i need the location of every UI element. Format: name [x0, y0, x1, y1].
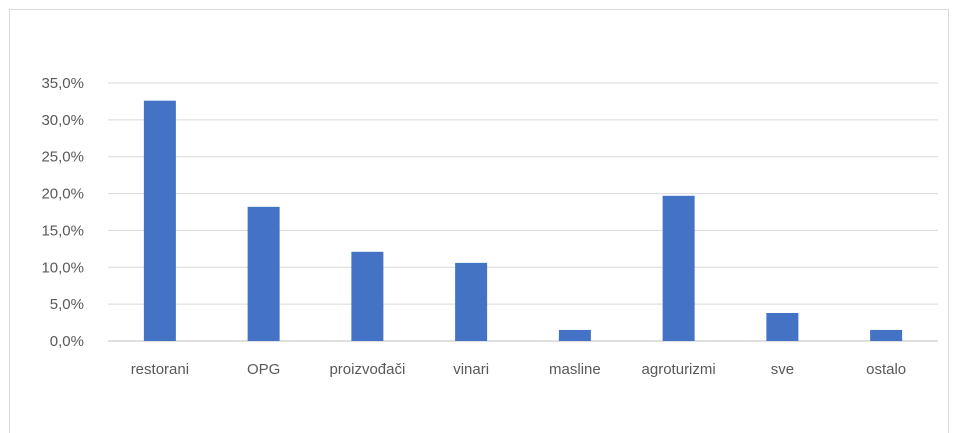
x-tick-label: ostalo	[866, 361, 906, 378]
x-tick-label: proizvođači	[329, 361, 405, 378]
x-tick-label: agroturizmi	[642, 361, 716, 378]
y-tick-label: 15,0%	[41, 222, 84, 239]
x-axis-tick-labels: restorani OPG proizvođači vinari masline agro…	[131, 361, 906, 378]
x-tick-label: restorani	[131, 361, 189, 378]
x-tick-label: OPG	[247, 361, 280, 378]
bar-vinari	[455, 262, 488, 341]
bar-ostalo	[870, 329, 903, 341]
bar-restorani	[143, 100, 176, 341]
x-tick-label: vinari	[453, 361, 489, 378]
y-tick-label: 20,0%	[41, 186, 84, 203]
x-tick-label: sve	[771, 361, 794, 378]
y-tick-label: 25,0%	[41, 149, 84, 166]
y-tick-label: 0,0%	[50, 333, 84, 350]
x-tick-label: masline	[549, 361, 601, 378]
bar-proizvođači	[351, 251, 384, 341]
y-tick-label: 5,0%	[50, 296, 84, 313]
bar-masline	[558, 329, 591, 341]
bars	[143, 100, 903, 341]
y-tick-label: 30,0%	[41, 112, 84, 129]
gridlines	[108, 82, 938, 342]
bar-opg	[247, 206, 280, 341]
bar-agroturizmi	[662, 195, 695, 341]
y-tick-label: 10,0%	[41, 259, 84, 276]
y-tick-label: 35,0%	[41, 75, 84, 92]
y-axis-tick-labels: 0,0% 5,0% 10,0% 15,0% 20,0% 25,0% 30,0% 35,0%	[41, 75, 84, 350]
bar-sve	[766, 312, 799, 341]
